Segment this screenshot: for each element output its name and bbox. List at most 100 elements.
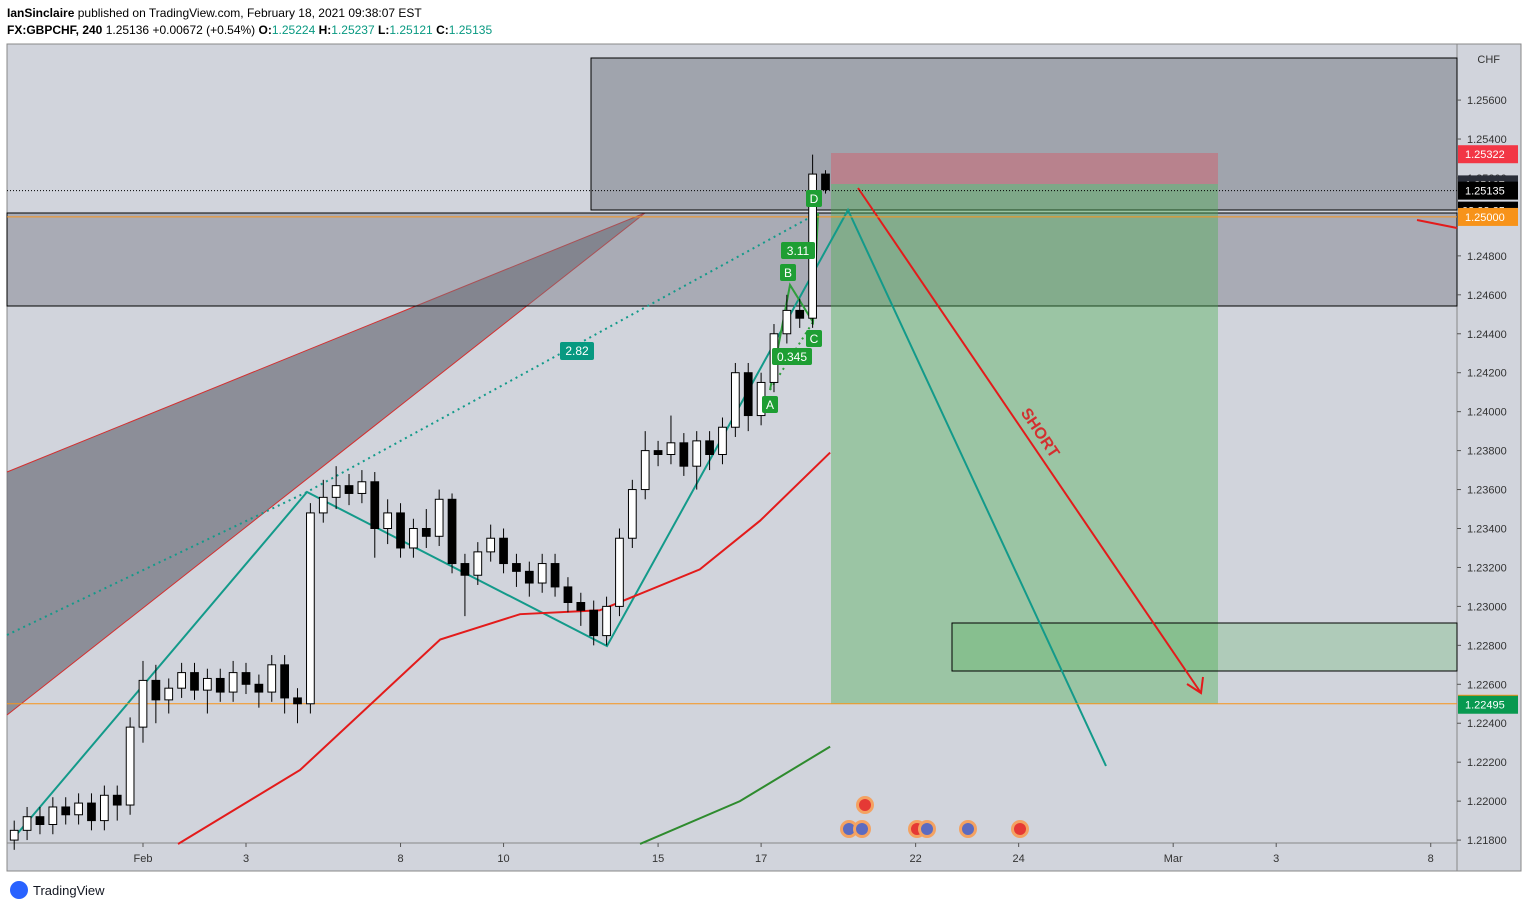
candle-body	[602, 605, 611, 637]
stop-zone	[831, 153, 1218, 184]
x-tick-label: Feb	[134, 853, 153, 865]
event-icon	[921, 823, 933, 835]
candle-body	[293, 697, 302, 705]
candle-body	[383, 512, 393, 530]
candle-body	[576, 602, 586, 611]
xa-ratio: 2.82	[565, 344, 589, 358]
demand-box	[951, 622, 1458, 672]
last: 1.25136	[106, 23, 150, 37]
label-box	[806, 330, 822, 347]
moving-average	[639, 745, 831, 845]
candle-body	[267, 664, 277, 693]
label-box	[560, 342, 594, 360]
ac-ratio: 0.345	[777, 350, 807, 364]
candle-body	[318, 496, 328, 514]
y-tick-label: 1.22000	[1467, 796, 1507, 808]
candle-body	[35, 816, 45, 826]
candle-body	[795, 309, 805, 319]
y-tick-label: 1.25400	[1467, 134, 1507, 146]
footer-text: TradingView	[33, 883, 105, 898]
event-icon	[962, 823, 974, 835]
y-tick-label: 1.24400	[1467, 329, 1507, 341]
candle-body	[705, 440, 714, 456]
candle-body	[486, 537, 496, 553]
point-d: D	[810, 192, 819, 206]
x-tick-label: 10	[497, 853, 509, 865]
y-tick-label: 1.23400	[1467, 524, 1507, 536]
candle-body	[460, 563, 470, 576]
c-label: C:	[436, 23, 449, 37]
candle-body	[344, 485, 354, 494]
candle-body	[112, 794, 122, 806]
y-tick-label: 1.23000	[1467, 601, 1507, 613]
candle-body	[679, 442, 689, 467]
point-c: C	[810, 332, 819, 346]
candle-body	[228, 672, 238, 693]
arrow-head	[1186, 676, 1204, 695]
symbol: FX:GBPCHF, 240	[7, 23, 103, 37]
x-tick-label: 22	[910, 853, 922, 865]
candle-body	[9, 829, 19, 841]
drawings	[6, 57, 1458, 841]
candle-body	[615, 537, 624, 607]
candle-body	[254, 683, 264, 693]
price-label: 1.22495	[1465, 700, 1505, 712]
bd-ratio: 3.11	[787, 244, 810, 258]
label-box	[780, 264, 796, 281]
candle-body	[99, 794, 109, 822]
candle-body	[524, 570, 534, 584]
publisher: IanSinclaire	[7, 6, 75, 20]
label-box	[772, 348, 812, 365]
candle-body	[48, 806, 58, 826]
price-label-box	[1458, 695, 1518, 714]
y-tick-label: 1.22800	[1467, 640, 1507, 652]
candle-body	[421, 528, 431, 537]
candle-body	[164, 687, 174, 701]
candle-body	[409, 528, 418, 549]
price-label-box	[1458, 181, 1518, 200]
published: published on TradingView.com, February 1…	[78, 6, 423, 20]
h: 1.25237	[331, 23, 375, 37]
label-box	[781, 242, 815, 259]
point-a: A	[766, 398, 774, 412]
y-tick-label: 1.24200	[1467, 368, 1507, 380]
candle-body	[331, 485, 341, 498]
marks	[7, 154, 1457, 850]
y-tick-label: 1.24600	[1467, 290, 1507, 302]
candle-body	[563, 586, 573, 604]
candle-body	[743, 372, 753, 417]
candle-body	[357, 481, 367, 494]
candle-body	[125, 726, 135, 806]
logo	[10, 881, 28, 899]
candle-body	[666, 442, 676, 456]
x-tick-label: 8	[397, 853, 403, 865]
ratio-line	[6, 212, 819, 636]
y-tick-label: 1.23200	[1467, 562, 1507, 574]
candle-body	[653, 450, 663, 456]
price-label-box	[1458, 145, 1518, 164]
y-tick-label: 1.22400	[1467, 718, 1507, 730]
candle-body	[782, 309, 792, 335]
candle-body	[306, 512, 315, 705]
candle-body	[241, 672, 251, 685]
candle-body	[74, 802, 83, 816]
event-icons	[840, 796, 1029, 838]
x-tick-label: 3	[243, 853, 249, 865]
event-icon	[856, 823, 868, 835]
header-line-1: IanSinclaire published on TradingView.co…	[7, 6, 422, 20]
supply-zone	[590, 57, 1458, 211]
candle-body	[22, 816, 32, 831]
candle-body	[512, 563, 521, 572]
wedge-edge	[6, 212, 646, 716]
candle-body	[190, 672, 199, 691]
y-tick-label: 1.23800	[1467, 446, 1507, 458]
candle-body	[280, 664, 290, 699]
candle-body	[447, 498, 457, 565]
change: +0.00672 (+0.54%)	[152, 23, 255, 37]
x-tick-label: 15	[652, 853, 664, 865]
candle-body	[550, 563, 560, 588]
short-arrow	[857, 187, 1202, 694]
candle-body	[821, 173, 830, 191]
event-icon	[859, 799, 871, 811]
y-tick-label: 1.25600	[1467, 95, 1507, 107]
